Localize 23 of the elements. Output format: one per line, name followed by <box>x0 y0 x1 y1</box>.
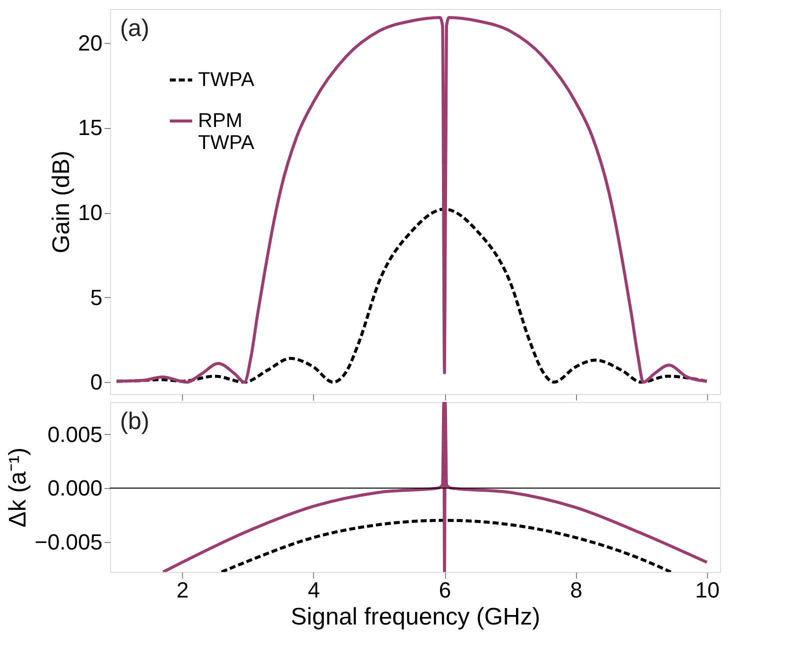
line-series <box>115 16 708 384</box>
annotation: (b) <box>120 408 150 435</box>
x-tick-label: 10 <box>695 578 720 602</box>
x-axis-title: Signal frequency (GHz) <box>290 604 540 630</box>
line-series <box>220 518 672 572</box>
y-tick-label: 0.000 <box>47 476 102 501</box>
y-tick-label: 0 <box>90 370 102 395</box>
y-axis-title: Gain (dB) <box>48 150 76 254</box>
legend-label: RPM TWPA <box>198 110 255 154</box>
line-series <box>162 402 708 572</box>
y-tick-label: −0.005 <box>34 529 102 554</box>
x-tick-label: 8 <box>570 578 582 602</box>
y-tick-label: 10 <box>78 200 102 226</box>
y-tick-label: 15 <box>78 115 102 140</box>
x-tick-label: 6 <box>438 578 452 602</box>
legend-label: TWPA <box>198 69 255 91</box>
y-tick-label: 0.005 <box>47 422 102 447</box>
y-tick-label: 5 <box>90 284 102 310</box>
x-tick-label: 2 <box>176 578 189 602</box>
y-tick-label: 20 <box>78 30 102 56</box>
x-tick-label: 4 <box>308 578 320 602</box>
annotation: (a) <box>120 15 150 42</box>
y-axis-title: Δk (a⁻¹) <box>4 447 32 528</box>
